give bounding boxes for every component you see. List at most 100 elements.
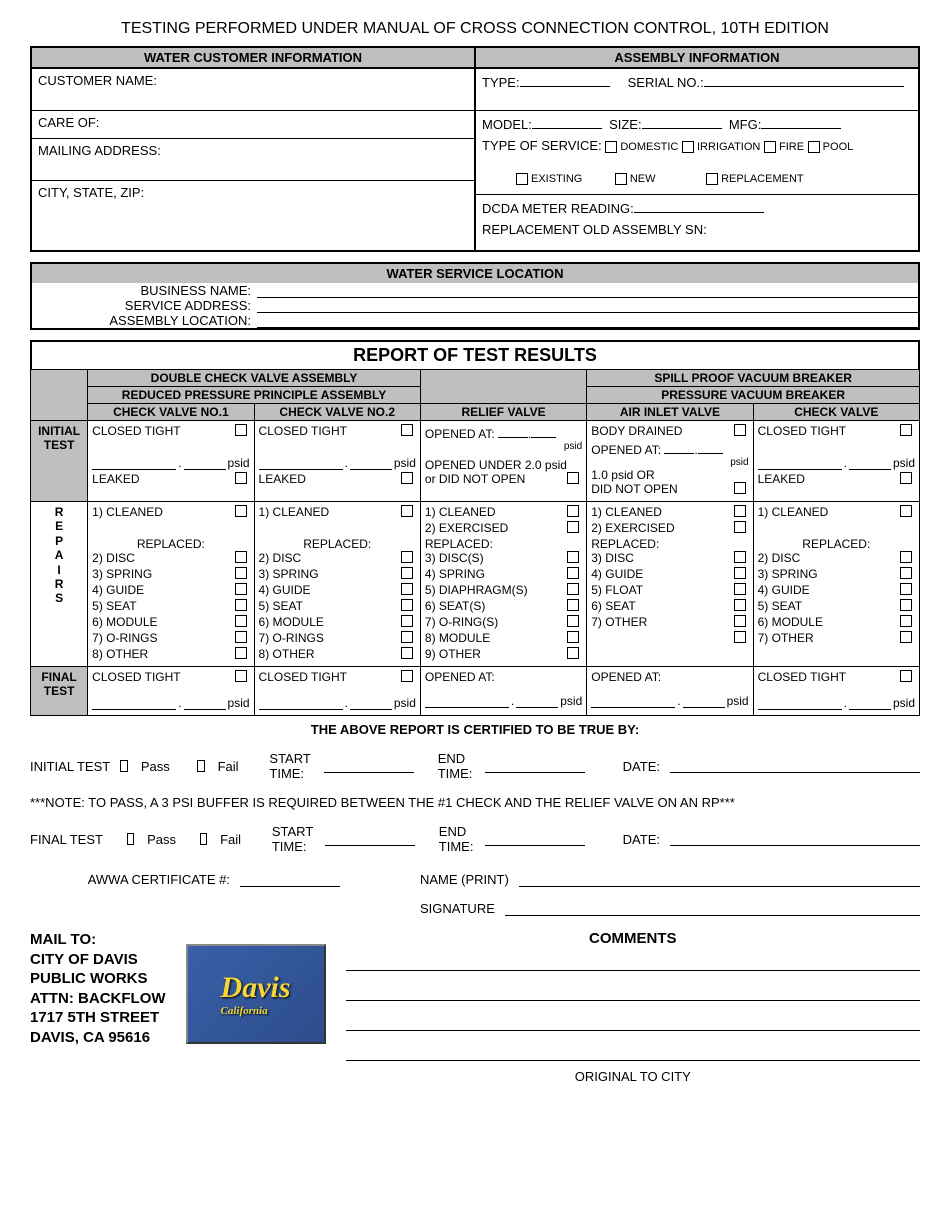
repair-checkbox[interactable] xyxy=(734,615,746,627)
cv2-closed-checkbox[interactable] xyxy=(401,424,413,436)
repair-checkbox[interactable] xyxy=(734,583,746,595)
repair-checkbox[interactable] xyxy=(401,647,413,659)
existing-checkbox[interactable] xyxy=(516,173,528,185)
repair-checkbox[interactable] xyxy=(401,599,413,611)
init-pass-checkbox[interactable] xyxy=(120,760,128,772)
fcv5-psid-input[interactable] xyxy=(758,709,842,710)
pass-label: Pass xyxy=(147,832,176,847)
final-date-input[interactable] xyxy=(670,832,920,846)
av-body-checkbox[interactable] xyxy=(734,424,746,436)
repair-checkbox[interactable] xyxy=(235,551,247,563)
init-date-input[interactable] xyxy=(670,759,920,773)
final-pass-checkbox[interactable] xyxy=(127,833,134,845)
model-input[interactable] xyxy=(532,115,602,129)
final-fail-checkbox[interactable] xyxy=(200,833,207,845)
final-cv5: CLOSED TIGHT .psid xyxy=(753,667,919,716)
cleaned-checkbox[interactable] xyxy=(401,505,413,517)
frv-psid-input[interactable] xyxy=(425,707,509,708)
av-opened-label: OPENED AT: xyxy=(591,443,661,457)
repair-checkbox[interactable] xyxy=(734,551,746,563)
cleaned-checkbox[interactable] xyxy=(567,505,579,517)
serial-input[interactable] xyxy=(704,73,904,87)
repair-checkbox[interactable] xyxy=(401,567,413,579)
repair-checkbox[interactable] xyxy=(567,551,579,563)
repair-checkbox[interactable] xyxy=(900,599,912,611)
fcv2-psid-input[interactable] xyxy=(259,709,343,710)
dcda-input[interactable] xyxy=(634,199,764,213)
cleaned-checkbox[interactable] xyxy=(235,505,247,517)
repair-checkbox[interactable] xyxy=(900,567,912,579)
repair-checkbox[interactable] xyxy=(567,615,579,627)
exercised-checkbox[interactable] xyxy=(567,521,579,533)
repair-checkbox[interactable] xyxy=(235,647,247,659)
comment-line[interactable] xyxy=(346,1007,920,1031)
mailto-l2: PUBLIC WORKS xyxy=(30,969,166,989)
repair-checkbox[interactable] xyxy=(900,583,912,595)
replacement-checkbox[interactable] xyxy=(706,173,718,185)
comment-line[interactable] xyxy=(346,947,920,971)
pool-checkbox[interactable] xyxy=(808,141,820,153)
repair-checkbox[interactable] xyxy=(401,631,413,643)
repair-checkbox[interactable] xyxy=(401,551,413,563)
exercised-checkbox[interactable] xyxy=(734,521,746,533)
fcv1-psid-input[interactable] xyxy=(92,709,176,710)
repair-checkbox[interactable] xyxy=(734,599,746,611)
awwa-input[interactable] xyxy=(240,873,340,887)
cleaned-checkbox[interactable] xyxy=(734,505,746,517)
repair-checkbox[interactable] xyxy=(567,583,579,595)
repair-checkbox[interactable] xyxy=(567,631,579,643)
repair-checkbox[interactable] xyxy=(235,583,247,595)
repair-checkbox[interactable] xyxy=(567,599,579,611)
signature-input[interactable] xyxy=(505,902,920,916)
fcv2-closed-checkbox[interactable] xyxy=(401,670,413,682)
repair-checkbox[interactable] xyxy=(235,631,247,643)
cv1-psid-input[interactable] xyxy=(92,469,176,470)
init-start-input[interactable] xyxy=(324,759,414,773)
repair-checkbox[interactable] xyxy=(401,583,413,595)
biz-input[interactable] xyxy=(257,283,918,298)
cleaned-checkbox[interactable] xyxy=(900,505,912,517)
repair-checkbox[interactable] xyxy=(235,567,247,579)
new-checkbox[interactable] xyxy=(615,173,627,185)
final-end-input[interactable] xyxy=(485,832,585,846)
repair-checkbox[interactable] xyxy=(900,615,912,627)
irrigation-checkbox[interactable] xyxy=(682,141,694,153)
svc-addr-input[interactable] xyxy=(257,298,918,313)
repair-checkbox[interactable] xyxy=(900,551,912,563)
comment-line[interactable] xyxy=(346,1037,920,1061)
av-dno-checkbox[interactable] xyxy=(734,482,746,494)
init-fail-checkbox[interactable] xyxy=(197,760,205,772)
repair-checkbox[interactable] xyxy=(235,615,247,627)
mfg-input[interactable] xyxy=(761,115,841,129)
repair-checkbox[interactable] xyxy=(734,567,746,579)
repair-checkbox[interactable] xyxy=(235,599,247,611)
fav-psid-input[interactable] xyxy=(591,707,675,708)
repair-checkbox[interactable] xyxy=(567,647,579,659)
init-end-input[interactable] xyxy=(485,759,585,773)
repair-checkbox[interactable] xyxy=(900,631,912,643)
type-input[interactable] xyxy=(520,73,610,87)
fire-checkbox[interactable] xyxy=(764,141,776,153)
av-opened-input[interactable] xyxy=(664,440,694,454)
final-start-input[interactable] xyxy=(325,832,415,846)
repair-checkbox[interactable] xyxy=(567,567,579,579)
cv5-leaked-checkbox[interactable] xyxy=(900,472,912,484)
domestic-checkbox[interactable] xyxy=(605,141,617,153)
rv-dno-checkbox[interactable] xyxy=(567,472,579,484)
comment-line[interactable] xyxy=(346,977,920,1001)
rv-opened-input[interactable] xyxy=(498,424,528,438)
cv1-closed-checkbox[interactable] xyxy=(235,424,247,436)
fcv5-closed-checkbox[interactable] xyxy=(900,670,912,682)
assy-loc-input[interactable] xyxy=(257,313,918,328)
size-input[interactable] xyxy=(642,115,722,129)
fcv1-closed-checkbox[interactable] xyxy=(235,670,247,682)
cv5-psid-input[interactable] xyxy=(758,469,842,470)
cv2-psid-input[interactable] xyxy=(259,469,343,470)
cv1-leaked-checkbox[interactable] xyxy=(235,472,247,484)
cv2-leaked-checkbox[interactable] xyxy=(401,472,413,484)
repair-checkbox[interactable] xyxy=(734,631,746,643)
nameprint-input[interactable] xyxy=(519,873,920,887)
cv5-closed-checkbox[interactable] xyxy=(900,424,912,436)
repair-checkbox[interactable] xyxy=(401,615,413,627)
care-of-label: CARE OF: xyxy=(38,115,99,130)
